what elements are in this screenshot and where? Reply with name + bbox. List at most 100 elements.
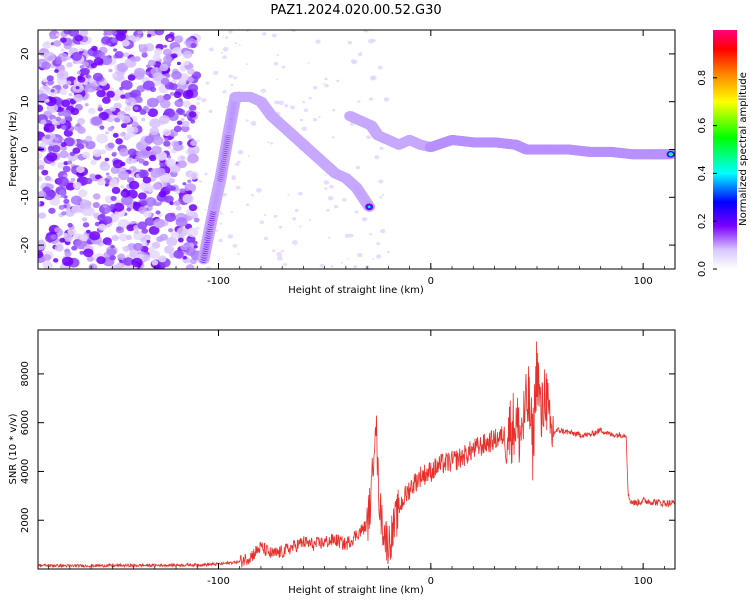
noise-blob (75, 86, 80, 90)
noise-blob (178, 78, 187, 86)
noise-blob (76, 70, 82, 75)
noise-blob (331, 136, 335, 139)
noise-blob (59, 237, 66, 243)
noise-blob (157, 255, 167, 263)
noise-blob (372, 258, 375, 260)
noise-blob (198, 111, 201, 114)
noise-blob (83, 81, 88, 86)
noise-blob (308, 219, 311, 221)
noise-blob (138, 158, 145, 164)
noise-blob (168, 228, 174, 233)
noise-blob (79, 199, 92, 210)
noise-blob (66, 56, 71, 61)
noise-blob (164, 33, 175, 43)
noise-blob (137, 221, 148, 230)
noise-blob (79, 30, 89, 37)
noise-blob (118, 212, 125, 218)
noise-blob (95, 174, 101, 180)
noise-blob (188, 111, 197, 118)
noise-blob (177, 108, 185, 116)
noise-blob (186, 235, 196, 244)
noise-blob (262, 32, 267, 36)
noise-blob (115, 226, 125, 234)
noise-blob (190, 43, 197, 49)
noise-blob (281, 65, 286, 69)
noise-blob (239, 151, 242, 153)
noise-blob (273, 214, 278, 218)
noise-blob (105, 131, 109, 135)
noise-blob (208, 47, 214, 52)
noise-blob (148, 154, 157, 162)
noise-blob (109, 255, 116, 261)
noise-blob (92, 193, 101, 200)
noise-blob (140, 237, 147, 243)
noise-blob (177, 155, 186, 163)
spectrogram-noise-layer (38, 30, 390, 269)
noise-blob (183, 60, 190, 66)
noise-blob (182, 100, 192, 108)
noise-blob (369, 233, 373, 236)
noise-blob (181, 120, 190, 128)
noise-blob (115, 32, 127, 42)
noise-blob (132, 201, 138, 206)
noise-blob (109, 114, 115, 119)
noise-blob (152, 136, 164, 146)
noise-blob (145, 146, 152, 152)
noise-blob (89, 231, 101, 241)
noise-blob (43, 126, 50, 132)
noise-blob (180, 244, 188, 251)
noise-blob (141, 51, 148, 57)
noise-blob (143, 210, 152, 218)
noise-blob (66, 62, 73, 68)
snr-xtick-label: 0 (428, 576, 434, 587)
noise-blob (146, 33, 152, 38)
noise-blob (119, 86, 124, 91)
noise-blob (357, 52, 363, 57)
noise-blob (120, 123, 127, 129)
noise-blob (67, 227, 77, 236)
noise-blob (55, 33, 61, 37)
noise-blob (274, 100, 280, 105)
noise-blob (342, 197, 347, 202)
noise-blob (170, 231, 180, 239)
noise-blob (106, 248, 116, 257)
noise-blob (140, 181, 152, 192)
noise-blob (57, 162, 65, 169)
noise-blob (196, 139, 200, 142)
spectrogram-ytick-label: -10 (20, 189, 31, 205)
noise-blob (366, 135, 371, 140)
noise-blob (119, 132, 125, 137)
noise-blob (57, 111, 64, 117)
noise-blob (204, 209, 207, 211)
noise-blob (168, 38, 172, 42)
noise-blob (54, 69, 59, 73)
noise-blob (121, 195, 133, 206)
noise-blob (62, 84, 69, 90)
noise-blob (65, 80, 72, 86)
noise-blob (123, 52, 130, 58)
noise-blob (168, 82, 178, 91)
noise-blob (330, 265, 334, 268)
noise-blob (263, 214, 267, 217)
noise-blob (357, 252, 363, 258)
noise-blob (208, 109, 213, 113)
noise-blob (92, 149, 102, 158)
noise-blob (120, 189, 131, 198)
noise-blob (93, 57, 104, 66)
noise-blob (58, 204, 65, 210)
noise-blob (232, 76, 237, 80)
noise-blob (125, 235, 132, 241)
noise-blob (75, 123, 81, 127)
noise-blob (222, 90, 227, 94)
noise-blob (111, 151, 117, 157)
noise-blob (323, 82, 326, 85)
noise-blob (375, 254, 382, 259)
noise-blob (381, 193, 385, 196)
noise-blob (148, 225, 160, 235)
noise-blob (165, 184, 174, 192)
noise-blob (83, 49, 88, 53)
noise-blob (151, 145, 162, 155)
noise-blob (166, 236, 178, 247)
noise-blob (63, 161, 69, 166)
noise-blob (303, 108, 309, 112)
